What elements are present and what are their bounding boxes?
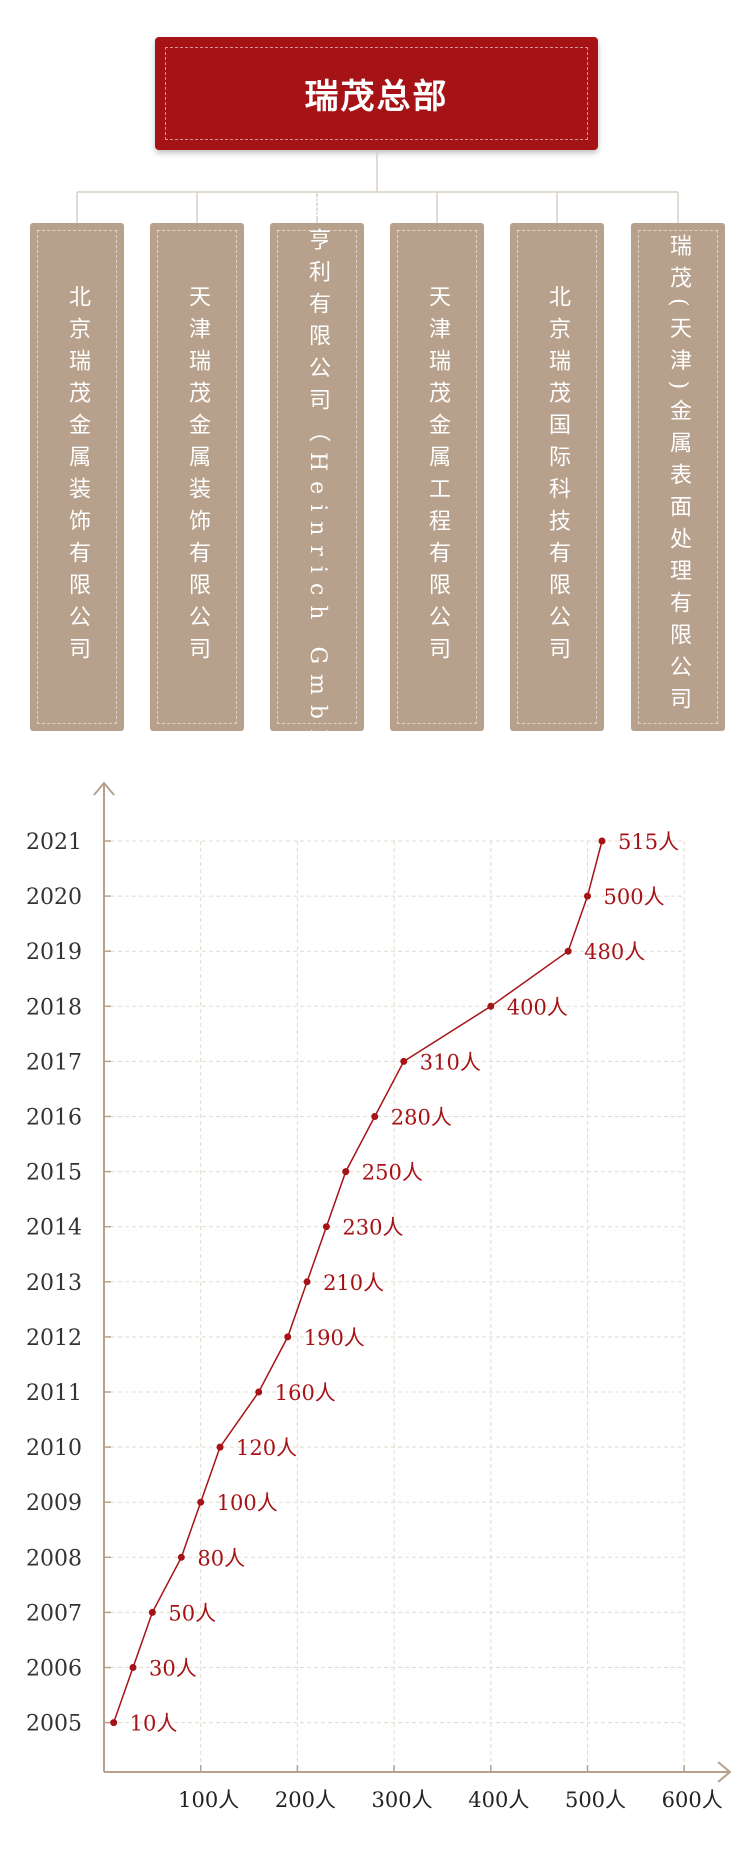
data-label: 30人 [149,1657,197,1681]
x-axis-arrow [717,1761,732,1783]
data-label: 100人 [217,1491,278,1515]
year-tick-label: 2016 [26,1106,82,1131]
data-label: 80人 [197,1546,245,1570]
data-point [177,1553,185,1561]
subsidiary-card-heinrich: 德国亨利有限公司（Heinrich GmbH） [270,163,364,791]
data-label: 160人 [275,1381,336,1405]
subsidiary-name: 天津瑞茂金属工程有限公司 [425,285,450,669]
data-point [342,1168,350,1176]
y-axis-arrow [93,781,115,796]
year-tick-label: 2006 [26,1657,82,1682]
year-tick-label: 2007 [26,1601,82,1626]
data-label: 190人 [304,1326,365,1350]
data-point [284,1333,292,1341]
year-tick-label: 2012 [26,1326,82,1351]
subsidiary-name: 天津瑞茂金属装饰有限公司 [185,285,210,669]
x-tick-label: 600人 [662,1788,723,1812]
year-tick-label: 2005 [26,1712,82,1737]
data-label: 250人 [362,1161,423,1185]
headquarters-title: 瑞茂总部 [304,77,449,117]
year-tick-label: 2008 [26,1546,82,1571]
year-tick-label: 2011 [26,1381,82,1406]
year-tick-label: 2013 [26,1271,82,1296]
data-point [400,1057,408,1065]
subsidiary-card-tianjin-engineering: 天津瑞茂金属工程有限公司 [390,223,484,731]
data-point [129,1664,137,1671]
subsidiary-name: 北京瑞茂金属装饰有限公司 [65,285,90,669]
data-label: 400人 [507,995,568,1019]
headcount-series-line [112,840,603,1723]
year-tick-label: 2017 [26,1050,82,1075]
data-label: 10人 [130,1712,178,1736]
org-connector-lines [76,150,679,223]
year-tick-label: 2018 [26,995,82,1020]
data-point [255,1388,263,1396]
data-label: 500人 [604,885,665,909]
x-tick-label: 200人 [275,1788,336,1812]
subsidiary-card-beijing-decoration: 北京瑞茂金属装饰有限公司 [30,223,124,731]
year-tick-label: 2009 [26,1491,82,1516]
x-tick-label: 300人 [372,1788,433,1812]
data-label: 280人 [391,1106,452,1130]
year-tick-label: 2014 [26,1216,82,1241]
year-tick-label: 2020 [26,885,82,910]
data-label: 480人 [584,940,645,964]
subsidiary-name: 瑞茂(天津)金属表面处理有限公司 [666,234,691,720]
year-tick-label: 2015 [26,1161,82,1186]
data-label: 50人 [168,1601,216,1625]
data-label: 120人 [236,1436,297,1460]
subsidiary-card-tianjin-surface: 瑞茂(天津)金属表面处理有限公司 [631,223,725,731]
data-point [148,1608,156,1616]
subsidiary-card-beijing-technology: 北京瑞茂国际科技有限公司 [510,223,604,731]
data-label: 310人 [420,1050,481,1074]
data-label: 210人 [323,1271,384,1295]
data-point [110,1719,118,1727]
subsidiary-name: 德国亨利有限公司（Heinrich GmbH） [305,163,330,791]
data-point [197,1498,205,1506]
subsidiary-card-tianjin-decoration: 天津瑞茂金属装饰有限公司 [150,223,244,731]
data-point [303,1278,311,1286]
data-point [564,947,572,955]
headquarters-box: 瑞茂总部 [155,37,598,150]
data-point [371,1113,379,1120]
data-point [322,1223,330,1231]
data-point [487,1002,495,1010]
year-tick-label: 2010 [26,1436,82,1461]
data-point [216,1443,224,1451]
data-label: 515人 [618,830,679,854]
data-label: 230人 [342,1216,403,1240]
subsidiary-name: 北京瑞茂国际科技有限公司 [545,285,570,669]
x-tick-label: 500人 [565,1788,626,1812]
x-tick-label: 100人 [178,1788,239,1812]
year-tick-label: 2021 [26,830,82,855]
headquarters-frame: 瑞茂总部 [165,47,588,140]
year-tick-label: 2019 [26,940,82,965]
data-point [584,892,591,900]
data-point [598,837,606,845]
x-tick-label: 400人 [468,1788,529,1812]
